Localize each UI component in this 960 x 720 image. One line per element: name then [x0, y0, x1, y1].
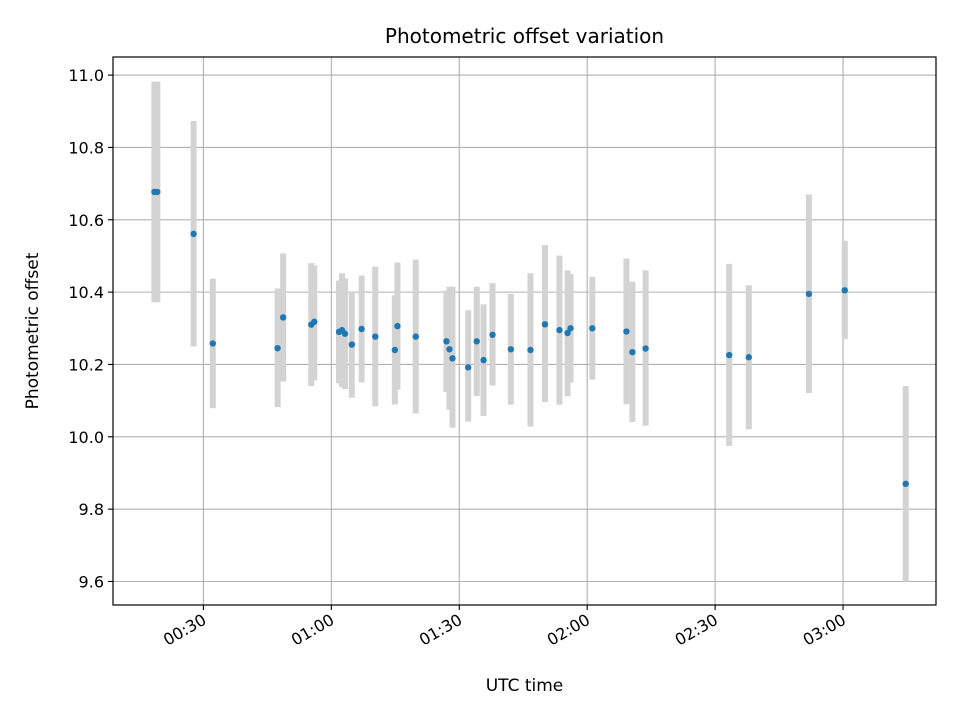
x-axis-label: UTC time — [486, 676, 564, 696]
data-point — [745, 354, 752, 361]
data-point — [841, 287, 848, 294]
data-point — [372, 333, 379, 340]
y-tick-label: 9.8 — [79, 500, 104, 519]
data-point — [527, 346, 534, 354]
data-point — [902, 480, 909, 488]
data-point — [412, 333, 419, 340]
data-point — [589, 325, 596, 332]
data-point — [449, 355, 456, 362]
data-point — [564, 329, 571, 337]
data-point — [394, 322, 401, 330]
data-point — [190, 230, 197, 238]
data-point — [209, 340, 216, 347]
y-tick-label: 10.4 — [68, 283, 104, 302]
data-point — [805, 290, 813, 298]
data-points — [151, 188, 909, 488]
y-tick-label: 10.6 — [68, 211, 104, 230]
data-point — [465, 364, 472, 371]
data-point — [725, 351, 733, 359]
data-point — [480, 356, 487, 364]
chart-title: Photometric offset variation — [385, 24, 664, 48]
data-point — [642, 345, 649, 352]
data-point — [274, 344, 281, 352]
data-point — [446, 346, 453, 353]
data-point — [623, 328, 630, 335]
data-point — [311, 318, 318, 325]
data-point — [391, 346, 399, 354]
data-point — [154, 188, 161, 196]
data-point — [489, 331, 496, 338]
y-tick-label: 10.0 — [68, 428, 104, 447]
y-tick-label: 9.6 — [79, 572, 104, 591]
data-point — [473, 338, 480, 345]
y-tick-label: 10.8 — [68, 138, 104, 157]
data-point — [443, 338, 450, 345]
data-point — [507, 346, 515, 353]
y-tick-label: 10.2 — [68, 355, 104, 374]
y-tick-label: 11.0 — [68, 66, 104, 85]
data-point — [556, 326, 563, 334]
data-point — [541, 321, 549, 328]
data-point — [341, 330, 349, 337]
data-point — [629, 348, 636, 356]
data-point — [348, 341, 355, 348]
data-point — [358, 325, 365, 333]
data-point — [279, 314, 287, 321]
data-point — [567, 325, 574, 332]
y-axis-label: Photometric offset — [23, 252, 43, 409]
plot-frame — [112, 56, 937, 606]
